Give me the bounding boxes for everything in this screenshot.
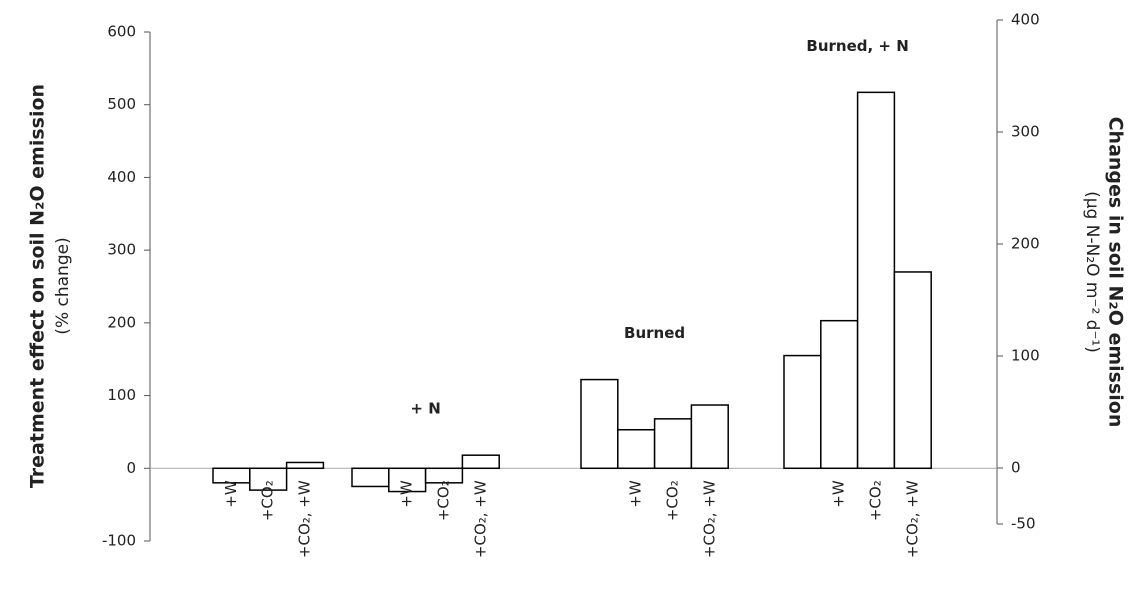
y2-axis-subtitle: (µg N-N₂O m⁻² d⁻¹) xyxy=(1082,191,1102,353)
x-tick-label: +W xyxy=(830,480,848,508)
bar xyxy=(653,418,693,470)
bar xyxy=(351,467,390,488)
bar xyxy=(820,319,859,470)
y2-tick-label: -50 xyxy=(1011,515,1036,533)
x-tick-label: +CO₂, +W xyxy=(903,480,921,558)
y2-tick-label: 200 xyxy=(1011,235,1040,253)
x-tick-label: +CO₂ xyxy=(867,480,885,521)
x-tick-label: +CO₂ xyxy=(259,480,277,521)
y-tick-label: 300 xyxy=(107,241,136,259)
x-tick-label: +W xyxy=(627,480,645,508)
x-tick-label: +CO₂, +W xyxy=(700,480,718,558)
y-tick-label: 200 xyxy=(107,313,136,331)
bar xyxy=(617,428,656,470)
x-tick-label: +W xyxy=(398,480,416,508)
y-tick-label: 500 xyxy=(107,95,136,113)
y-axis-title: Treatment effect on soil N₂O emission xyxy=(27,84,49,488)
bar xyxy=(856,91,896,470)
y-tick-label: 0 xyxy=(126,459,136,477)
y2-axis-title: Changes in soil N₂O emission xyxy=(1105,117,1127,428)
x-tick-label: +CO₂, +W xyxy=(471,480,489,558)
y-tick-label: 400 xyxy=(107,168,136,186)
group-label: Burned xyxy=(624,324,685,342)
y2-tick-label: 400 xyxy=(1011,11,1040,29)
x-tick-label: +CO₂, +W xyxy=(296,480,314,558)
y2-tick-label: 0 xyxy=(1011,459,1021,477)
y2-tick-label: 300 xyxy=(1011,123,1040,141)
bar xyxy=(461,454,500,470)
bar xyxy=(690,404,729,470)
bar xyxy=(249,467,288,491)
group-label: + N xyxy=(410,400,440,418)
bar xyxy=(424,467,464,484)
bar xyxy=(783,354,822,470)
y-tick-label: 600 xyxy=(107,23,136,41)
y-tick-label: 100 xyxy=(107,386,136,404)
x-tick-label: +CO₂ xyxy=(435,480,453,521)
x-tick-label: +W xyxy=(222,480,240,508)
x-tick-label: +CO₂ xyxy=(664,480,682,521)
bar xyxy=(893,271,932,470)
y2-tick-label: 100 xyxy=(1011,347,1040,365)
y-axis-subtitle: (% change) xyxy=(53,237,73,334)
bar xyxy=(580,378,619,470)
bar xyxy=(285,461,325,470)
y-tick-label: -100 xyxy=(102,532,136,550)
group-label: Burned, + N xyxy=(806,37,908,55)
